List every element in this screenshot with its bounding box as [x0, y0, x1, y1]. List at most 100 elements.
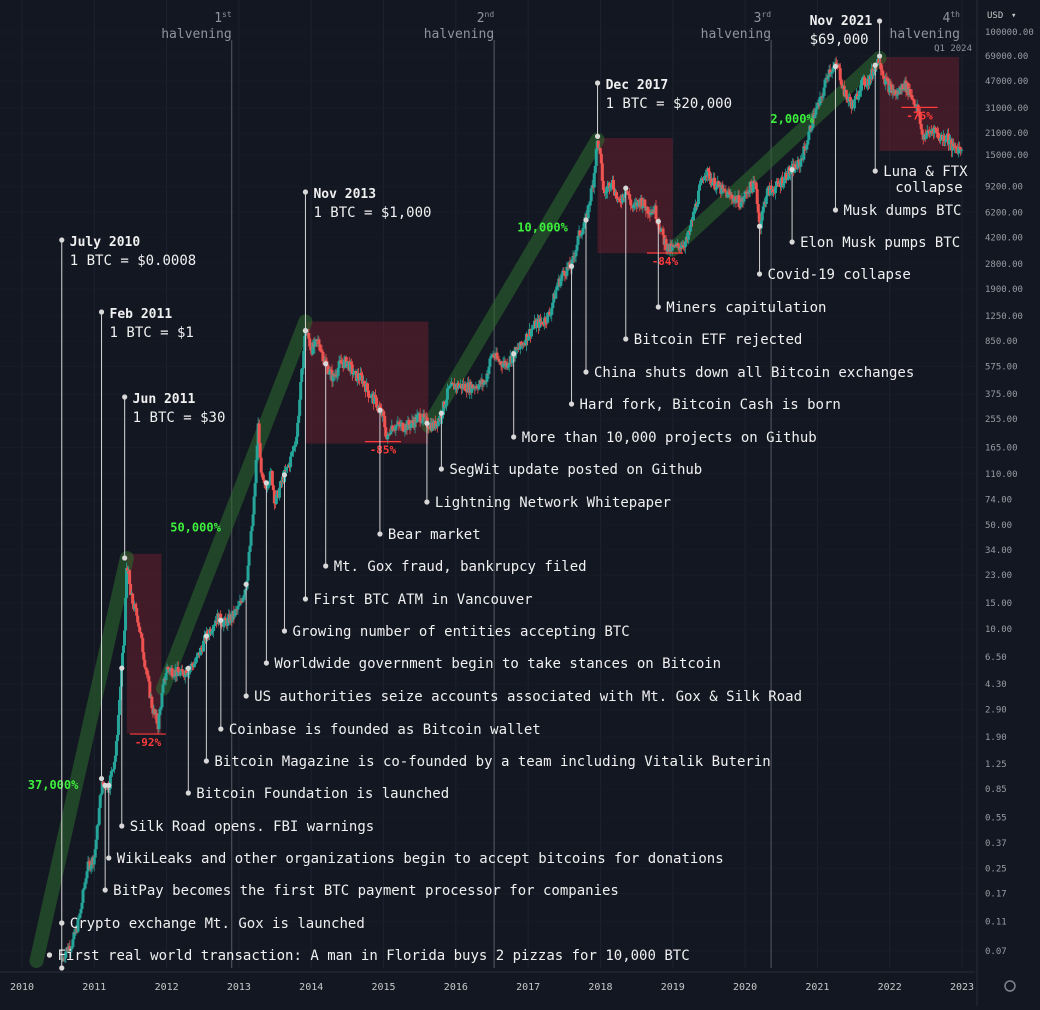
candle-body	[598, 148, 602, 154]
y-tick-label: 1900.00	[985, 285, 1023, 295]
event-anchor-dot	[424, 420, 430, 426]
candle-body	[271, 485, 275, 491]
event-label: First BTC ATM in Vancouver	[313, 592, 532, 608]
candle-body	[492, 354, 496, 358]
candle-body	[270, 471, 274, 486]
candle-body	[621, 194, 625, 203]
candle-body	[63, 957, 67, 959]
candle-body	[863, 77, 867, 86]
candle-body	[134, 604, 138, 609]
candle-body	[960, 149, 964, 151]
callout-dot	[594, 80, 601, 86]
event-anchor-dot	[323, 361, 329, 367]
candle-body	[708, 171, 712, 181]
y-tick-label: 2800.00	[985, 260, 1023, 270]
candle-body	[771, 189, 775, 193]
candle-body	[715, 184, 719, 190]
event-dot	[655, 304, 661, 310]
candle-body	[144, 667, 148, 670]
gain-percentage-label: 50,000%	[170, 521, 221, 535]
y-tick-label: 4.30	[985, 680, 1007, 690]
candle-body	[507, 363, 511, 366]
candle-body	[554, 290, 558, 299]
candle-body	[121, 652, 125, 669]
candle-body	[111, 769, 115, 771]
event-label: Crypto exchange Mt. Gox is launched	[70, 916, 365, 932]
callout-price: 1 BTC = $0.0008	[70, 253, 196, 269]
candle-body	[757, 212, 761, 223]
candle-body	[717, 181, 721, 187]
candle-body	[209, 629, 213, 634]
candle-body	[948, 139, 952, 145]
candle-body	[407, 420, 411, 425]
candle-body	[185, 673, 189, 675]
candle-body	[415, 415, 419, 423]
candle-body	[122, 645, 126, 653]
candle-body	[551, 302, 555, 309]
gain-percentage-label: 2,000%	[770, 112, 814, 126]
candle-body	[845, 96, 849, 102]
candle-body	[877, 59, 881, 64]
candle-body	[342, 359, 346, 369]
candle-body	[464, 384, 468, 392]
candle-body	[636, 200, 640, 207]
candle-body	[365, 383, 369, 391]
event-label: US authorities seize accounts associated…	[254, 689, 802, 705]
event-anchor-dot	[203, 633, 209, 639]
candle-body	[265, 485, 269, 489]
candle-body	[373, 394, 377, 404]
candle-body	[475, 386, 479, 389]
event-anchor-dot	[281, 472, 288, 478]
candle-body	[885, 77, 889, 79]
candle-body	[293, 445, 297, 447]
candle-body	[117, 700, 121, 715]
candle-body	[92, 857, 96, 865]
candle-body	[70, 946, 74, 950]
settings-gear-icon[interactable]	[1004, 980, 1016, 992]
candle-body	[748, 181, 752, 194]
candle-body	[811, 113, 815, 128]
candle-body	[813, 114, 817, 119]
candle-body	[300, 369, 304, 383]
candle-body	[499, 361, 503, 365]
candle-body	[84, 878, 88, 883]
candle-body	[735, 199, 739, 203]
candle-body	[726, 191, 730, 198]
candle-body	[785, 173, 789, 180]
candle-body	[550, 308, 554, 315]
y-tick-label: 6200.00	[985, 208, 1023, 218]
event-label: Hard fork, Bitcoin Cash is born	[580, 397, 841, 413]
candle-body	[546, 312, 550, 323]
candle-body	[711, 182, 715, 186]
candle-body	[99, 793, 103, 796]
candle-body	[916, 104, 920, 112]
candle-body	[848, 96, 852, 102]
candle-body	[538, 318, 542, 328]
candle-body	[107, 788, 111, 791]
y-tick-label: 47000.00	[985, 77, 1028, 87]
candle-body	[602, 189, 606, 194]
candle-body	[96, 824, 100, 826]
candle-body	[187, 668, 191, 673]
candle-body	[77, 918, 81, 920]
candle-body	[251, 514, 255, 527]
y-tick-label: 0.17	[985, 889, 1007, 899]
candle-body	[193, 662, 197, 664]
event-dot	[281, 628, 288, 634]
callout-dot	[122, 394, 128, 400]
y-tick-label: 10.00	[985, 625, 1012, 635]
candle-body	[262, 479, 266, 483]
candle-body	[797, 160, 801, 162]
candle-body	[427, 428, 431, 430]
event-dot	[323, 563, 329, 569]
event-anchor-dot	[789, 166, 795, 173]
candle-body	[751, 180, 755, 193]
candle-body	[424, 416, 428, 418]
candle-body	[320, 350, 324, 352]
candle-body	[517, 348, 521, 350]
candle-body	[605, 186, 609, 192]
candle-body	[959, 147, 963, 151]
candle-body	[411, 420, 415, 423]
candle-body	[936, 132, 940, 138]
candle-body	[917, 111, 921, 113]
